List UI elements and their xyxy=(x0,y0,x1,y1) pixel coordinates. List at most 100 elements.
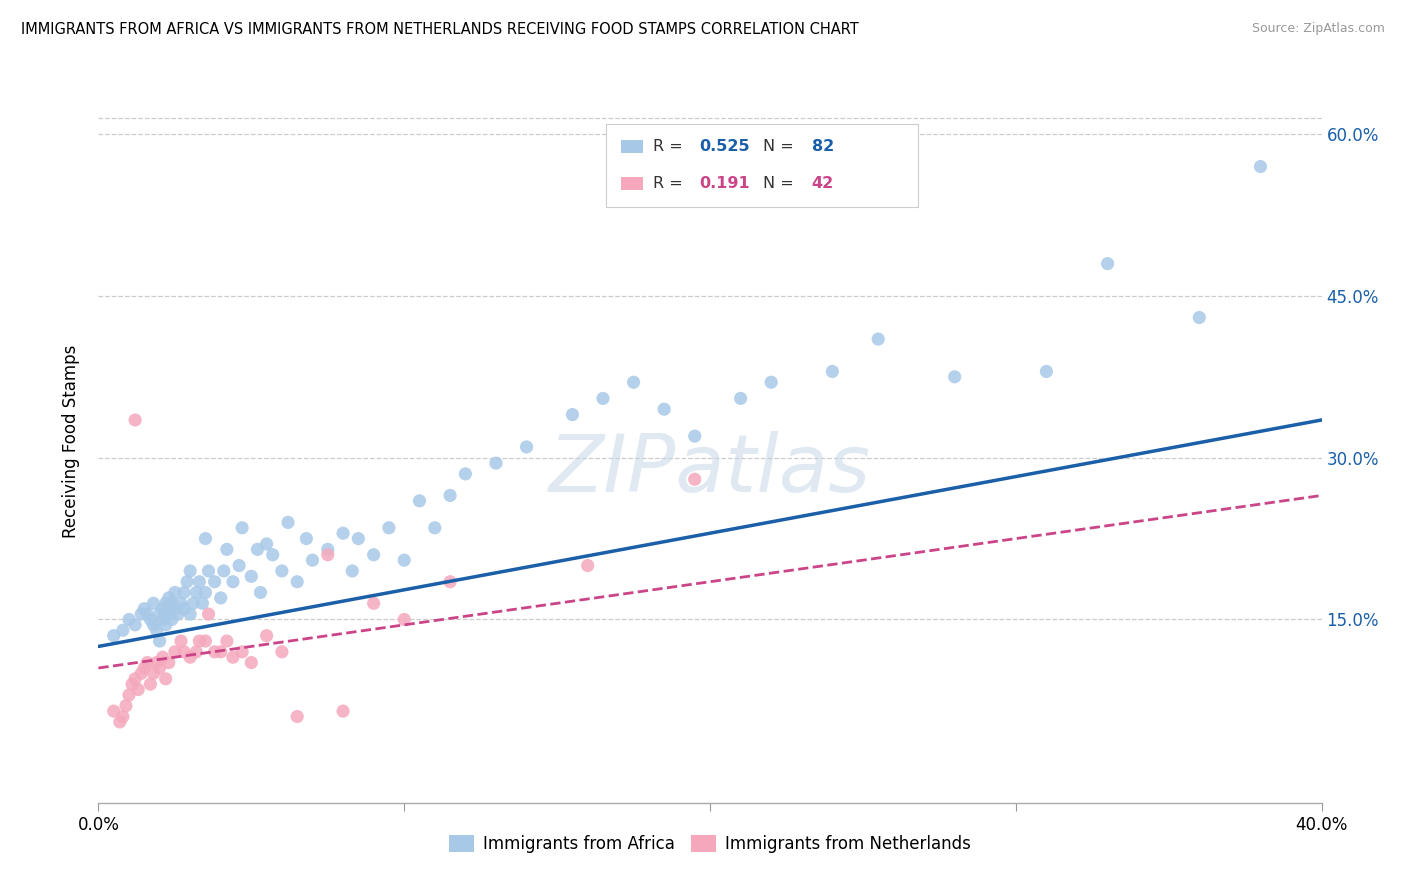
Point xyxy=(1249,160,1271,174)
Text: 0.525: 0.525 xyxy=(699,139,749,154)
Point xyxy=(821,364,844,378)
Point xyxy=(240,656,263,670)
Point xyxy=(173,601,195,615)
Point xyxy=(127,682,149,697)
Point xyxy=(149,634,172,648)
Point xyxy=(155,672,177,686)
Point xyxy=(332,526,354,541)
Point xyxy=(176,574,198,589)
Point xyxy=(209,591,232,605)
Text: 0.191: 0.191 xyxy=(699,176,749,191)
Point xyxy=(136,607,159,621)
Point xyxy=(561,408,583,422)
Point xyxy=(155,607,177,621)
Point xyxy=(270,564,292,578)
Point xyxy=(439,574,461,589)
Point xyxy=(408,493,430,508)
Point xyxy=(142,618,165,632)
Point xyxy=(179,650,201,665)
Point xyxy=(188,574,211,589)
Point xyxy=(134,601,156,615)
Point xyxy=(222,650,245,665)
Legend: Immigrants from Africa, Immigrants from Netherlands: Immigrants from Africa, Immigrants from … xyxy=(443,828,977,860)
Point xyxy=(683,472,706,486)
Point xyxy=(142,596,165,610)
Point xyxy=(623,376,645,390)
Point xyxy=(152,612,174,626)
Point xyxy=(285,574,308,589)
Point xyxy=(1188,310,1211,325)
Point xyxy=(301,553,323,567)
Point xyxy=(118,612,141,626)
Point xyxy=(868,332,890,346)
Point xyxy=(163,645,186,659)
Point xyxy=(155,596,177,610)
Point xyxy=(249,585,271,599)
Point xyxy=(157,656,180,670)
Point xyxy=(392,553,416,567)
Point xyxy=(194,585,217,599)
Point xyxy=(160,612,183,626)
Point xyxy=(209,645,232,659)
Text: R =: R = xyxy=(652,139,688,154)
Point xyxy=(485,456,508,470)
Text: ZIPatlas: ZIPatlas xyxy=(548,432,872,509)
Point xyxy=(186,645,208,659)
Point xyxy=(152,650,174,665)
Point xyxy=(191,596,214,610)
Point xyxy=(222,574,245,589)
Point xyxy=(121,677,143,691)
Point xyxy=(212,564,235,578)
Point xyxy=(124,672,146,686)
Point xyxy=(124,618,146,632)
Point xyxy=(194,634,217,648)
Point xyxy=(129,607,152,621)
Point xyxy=(215,542,238,557)
Point xyxy=(730,392,752,406)
Text: N =: N = xyxy=(762,139,799,154)
Bar xyxy=(606,124,918,207)
Point xyxy=(342,564,364,578)
Point xyxy=(129,666,152,681)
Point xyxy=(155,618,177,632)
Text: Source: ZipAtlas.com: Source: ZipAtlas.com xyxy=(1251,22,1385,36)
Point xyxy=(173,585,195,599)
Point xyxy=(1035,364,1057,378)
Bar xyxy=(620,140,643,153)
Point xyxy=(454,467,477,481)
Text: 82: 82 xyxy=(811,139,834,154)
Point xyxy=(103,629,125,643)
Point xyxy=(516,440,538,454)
Point xyxy=(170,596,193,610)
Point xyxy=(136,656,159,670)
Point xyxy=(163,585,186,599)
Point xyxy=(285,709,308,723)
Point xyxy=(363,548,385,562)
Point xyxy=(142,666,165,681)
Point xyxy=(231,645,253,659)
Text: IMMIGRANTS FROM AFRICA VS IMMIGRANTS FROM NETHERLANDS RECEIVING FOOD STAMPS CORR: IMMIGRANTS FROM AFRICA VS IMMIGRANTS FRO… xyxy=(21,22,859,37)
Point xyxy=(1097,257,1119,271)
Point xyxy=(316,548,339,562)
Point xyxy=(392,612,416,626)
Point xyxy=(139,612,162,626)
Point xyxy=(145,656,167,670)
Text: N =: N = xyxy=(762,176,799,191)
Point xyxy=(231,521,253,535)
Point xyxy=(152,601,174,615)
Point xyxy=(277,516,299,530)
Point xyxy=(157,591,180,605)
Point xyxy=(167,607,190,621)
Point xyxy=(111,624,134,638)
Point xyxy=(111,709,134,723)
Point xyxy=(179,564,201,578)
Point xyxy=(256,629,278,643)
Point xyxy=(179,607,201,621)
Point xyxy=(194,532,217,546)
Point xyxy=(295,532,318,546)
Point xyxy=(246,542,269,557)
Point xyxy=(149,607,172,621)
Point xyxy=(204,645,226,659)
Point xyxy=(163,601,186,615)
Point xyxy=(592,392,614,406)
